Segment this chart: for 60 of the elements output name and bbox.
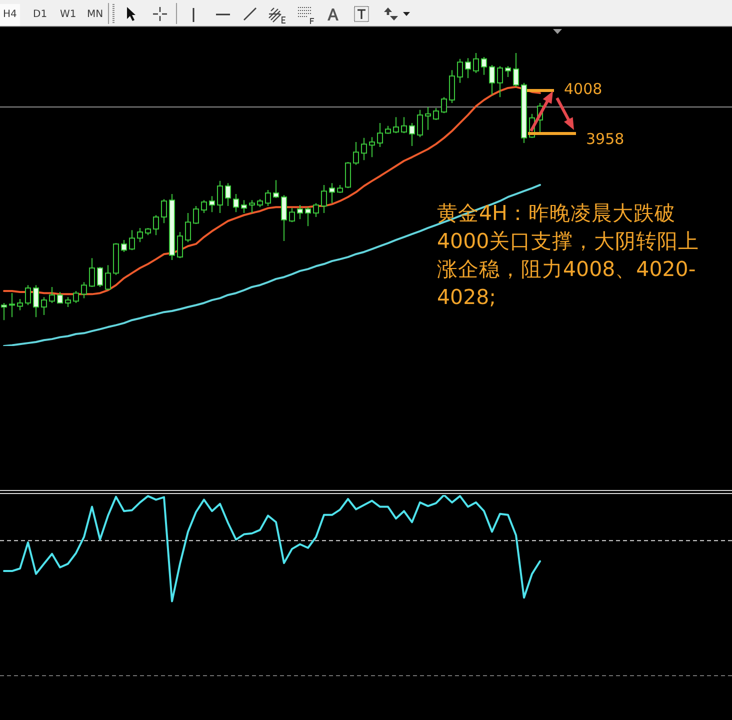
candlestick: [65, 296, 71, 308]
candlestick: [9, 292, 15, 318]
candlestick: [89, 258, 95, 288]
candlestick: [481, 56, 487, 76]
candlestick: [249, 200, 255, 214]
candlestick: [497, 66, 503, 98]
text: 4008: [564, 80, 602, 98]
candlestick: [433, 108, 439, 121]
candlestick: [137, 227, 143, 243]
candlestick: [49, 286, 55, 304]
candlestick: [457, 58, 463, 84]
candlestick: [289, 208, 295, 223]
candlestick: [353, 141, 359, 166]
candlestick: [489, 64, 495, 96]
candlestick: [17, 298, 23, 311]
candlestick: [153, 214, 159, 236]
candlestick: [513, 53, 519, 88]
candlestick: [305, 206, 311, 227]
candlestick: [313, 202, 319, 218]
candlestick: [297, 204, 303, 220]
candlestick: [217, 180, 223, 214]
candlestick: [465, 58, 471, 79]
candlestick: [57, 292, 63, 304]
candlestick: [393, 116, 399, 134]
candlestick: [73, 290, 79, 304]
candlestick: [129, 230, 135, 251]
candlestick: [233, 194, 239, 213]
candlestick: [369, 136, 375, 158]
candlestick: [281, 194, 287, 242]
candlestick: [209, 196, 215, 213]
candlestick: [377, 122, 383, 148]
candlestick: [105, 264, 111, 291]
candlestick: [193, 206, 199, 224]
candlestick: [97, 266, 103, 288]
candlestick: [329, 182, 335, 204]
candlestick: [441, 96, 447, 114]
candlestick: [265, 190, 271, 207]
candlestick: [425, 106, 431, 130]
candlestick: [417, 109, 423, 138]
candlestick: [273, 180, 279, 199]
candlestick: [241, 200, 247, 214]
candlestick: [321, 184, 327, 214]
candlestick: [41, 296, 47, 316]
candlestick: [81, 282, 87, 299]
toolbar: H4 D1 W1 MN: [0, 0, 732, 27]
candlestick: [409, 122, 415, 146]
candlestick: [33, 284, 39, 318]
candlestick: [1, 302, 7, 321]
candlestick: [473, 53, 479, 74]
candlestick: [185, 212, 191, 243]
candlestick: [225, 182, 231, 207]
candlestick: [361, 137, 367, 161]
candlestick: [201, 200, 207, 214]
candlestick: [25, 284, 31, 306]
candlestick: [177, 231, 183, 259]
text: 3958: [586, 130, 624, 148]
candlestick: [161, 198, 167, 224]
candlestick: [505, 66, 511, 78]
candlestick: [121, 239, 127, 252]
candlestick: [401, 116, 407, 134]
